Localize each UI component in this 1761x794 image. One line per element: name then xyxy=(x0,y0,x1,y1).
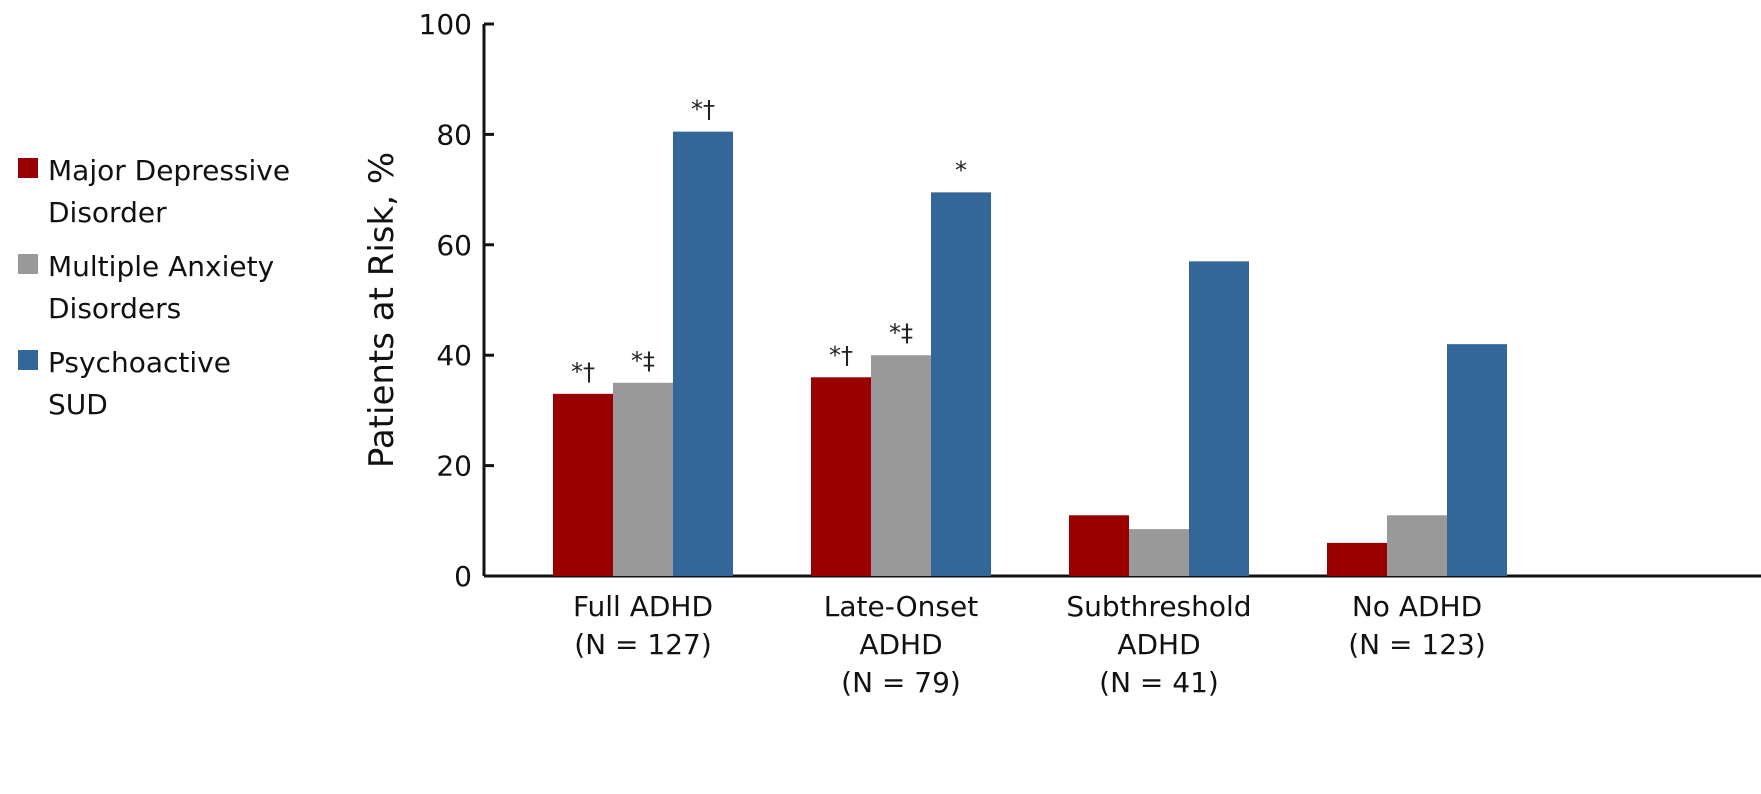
y-tick-label: 100 xyxy=(419,8,472,41)
y-tick-label: 80 xyxy=(436,118,472,151)
y-tick-label: 0 xyxy=(454,560,472,593)
y-tick-label: 40 xyxy=(436,339,472,372)
bar xyxy=(553,393,613,576)
significance-marker: *† xyxy=(691,96,715,124)
x-tick-label: ADHD xyxy=(1117,628,1200,661)
significance-marker: *† xyxy=(829,341,853,369)
legend-label-line: Multiple Anxiety xyxy=(48,250,275,283)
legend-swatch-multiple-anxiety xyxy=(18,254,38,274)
legend-label-major-depressive: Major Depressive Disorder xyxy=(48,150,318,234)
significance-marker: *† xyxy=(571,358,595,386)
bar xyxy=(1189,261,1249,576)
bar xyxy=(673,131,733,576)
significance-marker: * xyxy=(955,156,967,184)
legend-label-line: Disorders xyxy=(48,292,182,325)
y-tick-label: 60 xyxy=(436,229,472,262)
x-tick-label: Late-Onset xyxy=(824,590,978,623)
legend-item-psychoactive-sud: Psychoactive SUD xyxy=(18,342,338,426)
x-tick-label: (N = 41) xyxy=(1099,666,1219,699)
bar xyxy=(1387,515,1447,576)
legend-label-line: Major Depressive xyxy=(48,154,291,187)
legend-label-multiple-anxiety: Multiple Anxiety Disorders xyxy=(48,246,318,330)
x-tick-label: (N = 127) xyxy=(574,628,712,661)
bar xyxy=(1327,542,1387,576)
legend-swatch-psychoactive-sud xyxy=(18,350,38,370)
x-tick-label: (N = 79) xyxy=(841,666,961,699)
legend-swatch-major-depressive xyxy=(18,158,38,178)
bar xyxy=(871,355,931,576)
legend-item-multiple-anxiety: Multiple Anxiety Disorders xyxy=(18,246,338,330)
bar xyxy=(1129,529,1189,576)
legend-label-psychoactive-sud: Psychoactive SUD xyxy=(48,342,318,426)
bar xyxy=(931,192,991,577)
legend-label-line: Disorder xyxy=(48,196,167,229)
x-tick-label: Subthreshold xyxy=(1066,590,1251,623)
legend-label-line: Psychoactive xyxy=(48,346,231,379)
bar xyxy=(613,382,673,576)
x-tick-label: Full ADHD xyxy=(573,590,713,623)
bar xyxy=(811,377,871,576)
legend-label-line: SUD xyxy=(48,388,108,421)
y-axis-title: Patients at Risk, % xyxy=(362,152,402,468)
y-tick-label: 20 xyxy=(436,450,472,483)
bar xyxy=(1069,515,1129,576)
bar xyxy=(1447,344,1507,576)
legend-item-major-depressive: Major Depressive Disorder xyxy=(18,150,338,234)
significance-marker: *‡ xyxy=(889,319,913,347)
significance-marker: *‡ xyxy=(631,347,655,375)
x-tick-label: (N = 123) xyxy=(1348,628,1486,661)
x-tick-label: ADHD xyxy=(859,628,942,661)
plot-area: 0 20 40 60 80 100 Patients at Risk, % *† *† *‡ *‡ *… xyxy=(362,8,1761,699)
x-tick-label: No ADHD xyxy=(1352,590,1482,623)
legend: Major Depressive Disorder Multiple Anxie… xyxy=(18,150,338,438)
